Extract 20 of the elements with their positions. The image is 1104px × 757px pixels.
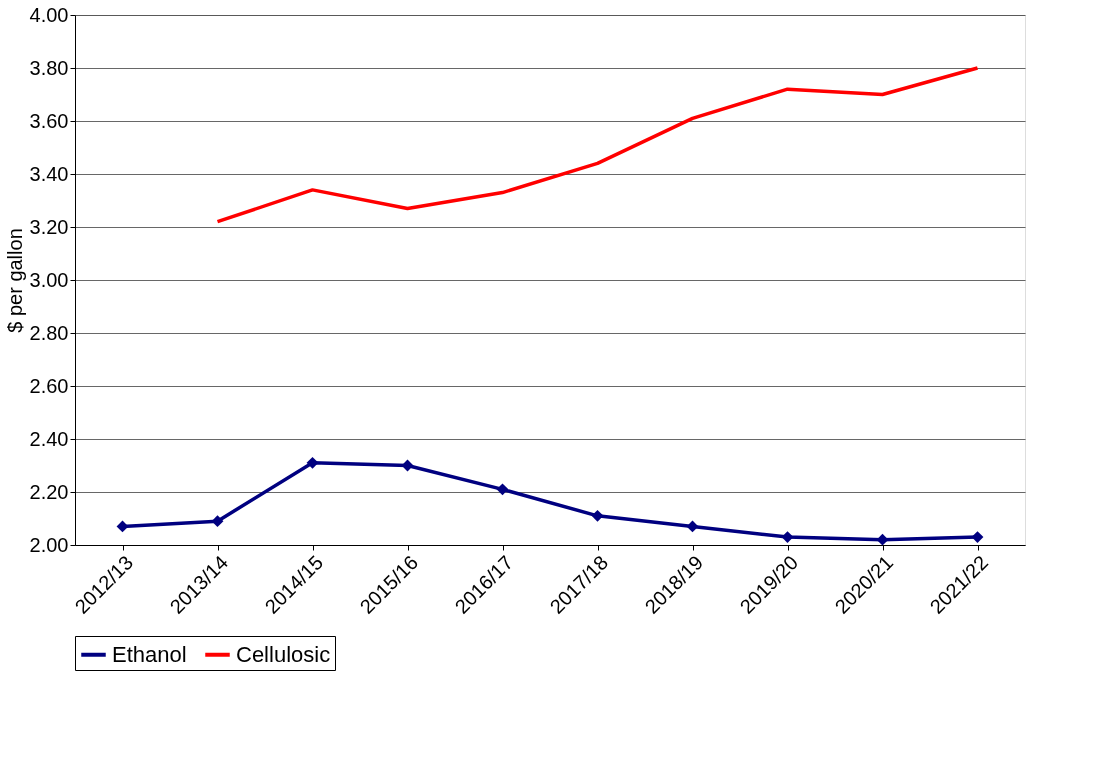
- point: [496, 483, 509, 496]
- y-tick-label: 3.40: [29, 162, 69, 185]
- y-tick-label: 2.60: [29, 374, 69, 397]
- point: [971, 531, 984, 543]
- legend-label: Cellulosic: [236, 641, 331, 667]
- legend-label: Ethanol: [112, 641, 187, 667]
- point: [781, 531, 794, 543]
- y-tick-label: 3.00: [29, 268, 69, 291]
- y-tick-label: 2.20: [29, 480, 69, 503]
- line-series: [215, 66, 980, 224]
- point: [306, 456, 319, 469]
- y-tick-label: 3.20: [29, 215, 69, 238]
- y-tick-label: 2.80: [29, 321, 69, 344]
- y-axis-title: $ per gallon: [3, 228, 26, 333]
- y-tick-label: 3.60: [29, 109, 69, 132]
- y-tick-label: 2.40: [29, 427, 69, 450]
- y-tick-label: 3.80: [29, 56, 69, 79]
- point: [591, 509, 604, 522]
- y-tick-label: 4.00: [29, 3, 69, 26]
- y-tick-label: 2.00: [29, 533, 69, 556]
